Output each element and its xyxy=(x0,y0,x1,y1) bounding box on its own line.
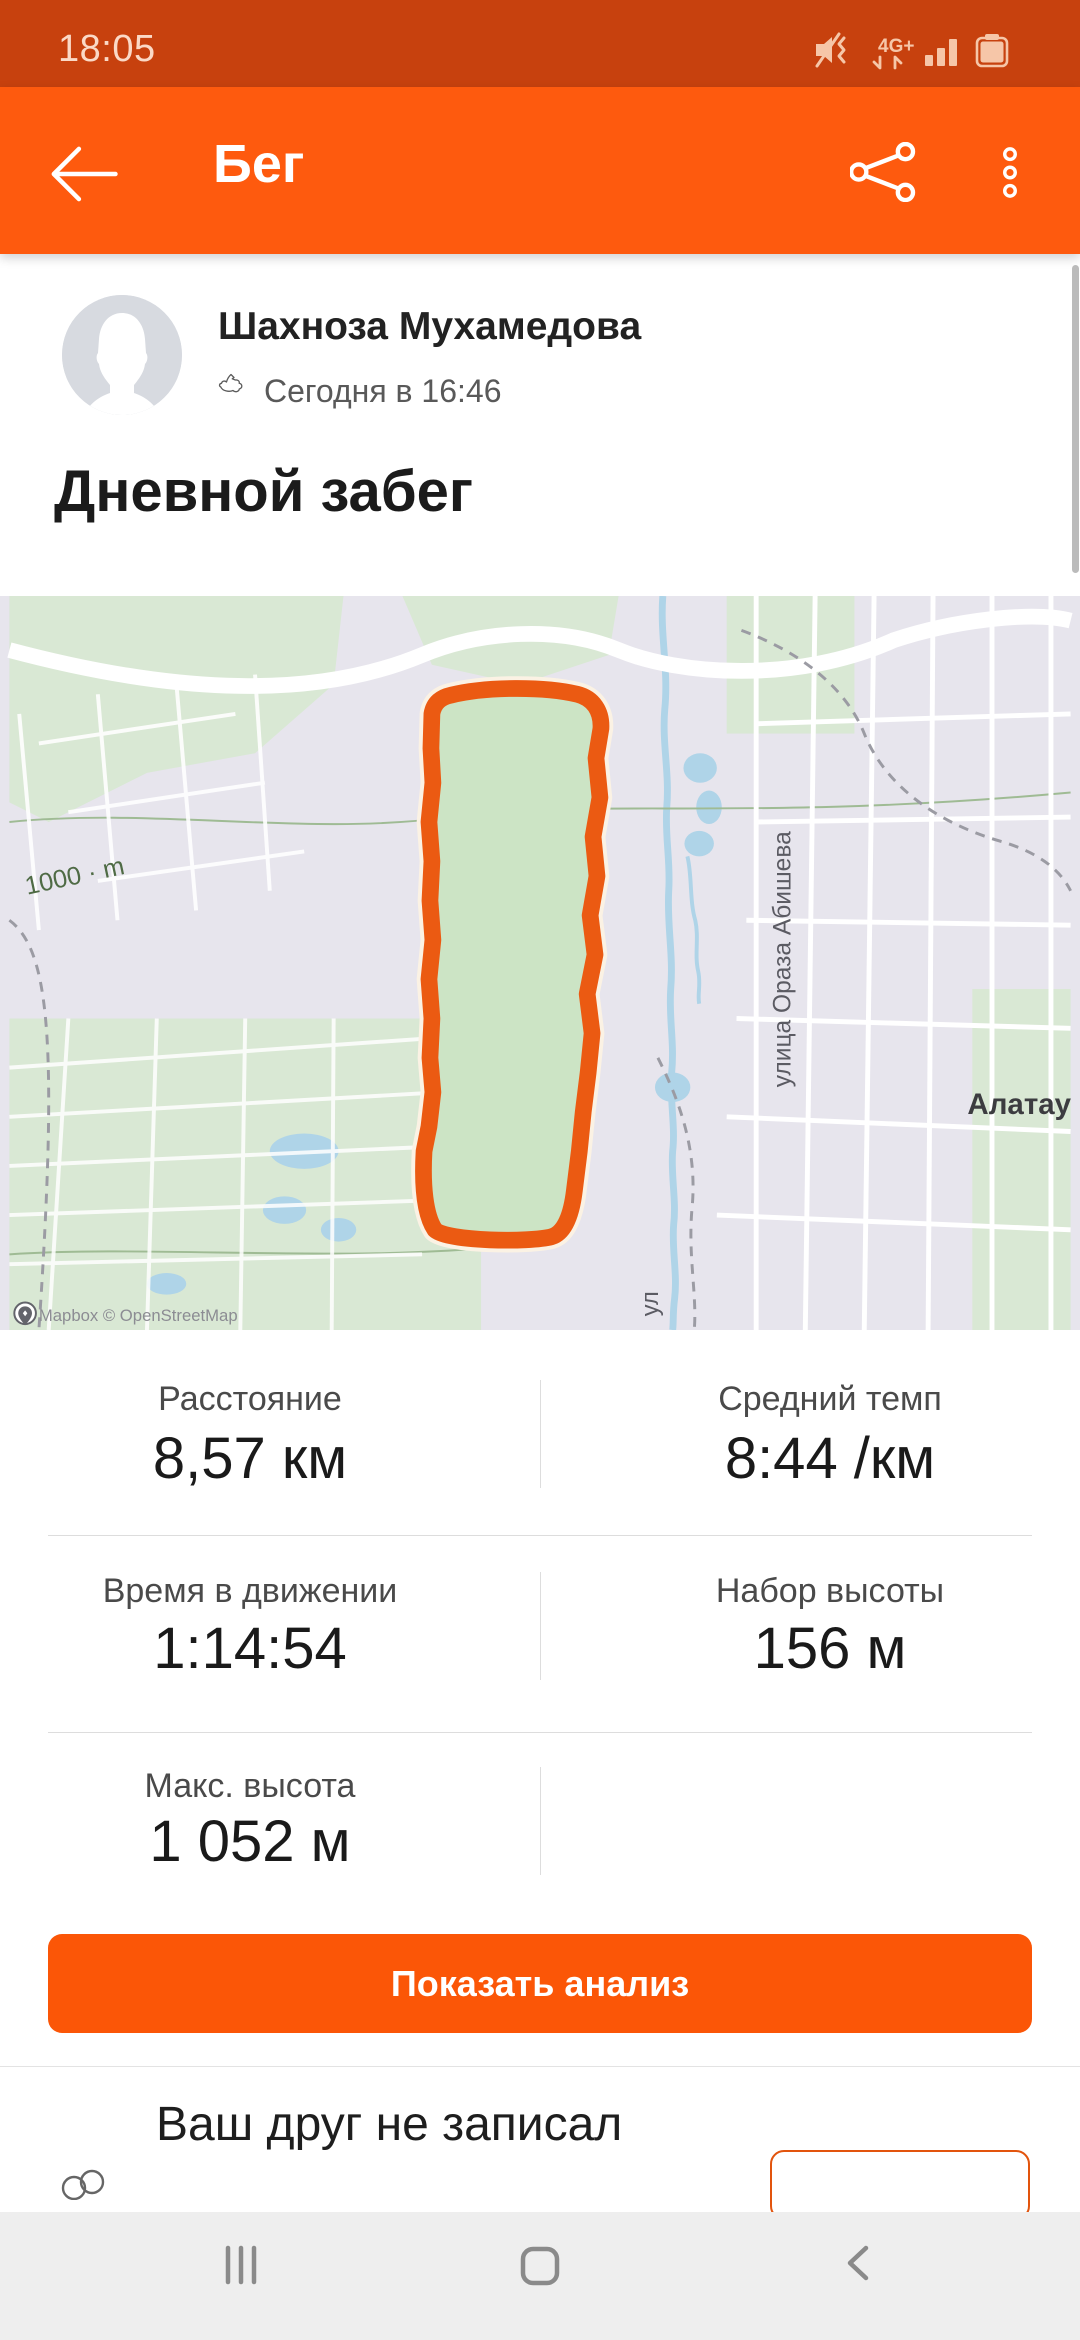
svg-text:4G+: 4G+ xyxy=(878,36,914,57)
svg-text:Mapbox © OpenStreetMap: Mapbox © OpenStreetMap xyxy=(39,1306,238,1325)
svg-text:ул: ул xyxy=(637,1291,663,1316)
svg-text:улица Ораза Абишева: улица Ораза Абишева xyxy=(770,831,797,1087)
svg-text:Алатау: Алатау xyxy=(967,1088,1071,1121)
